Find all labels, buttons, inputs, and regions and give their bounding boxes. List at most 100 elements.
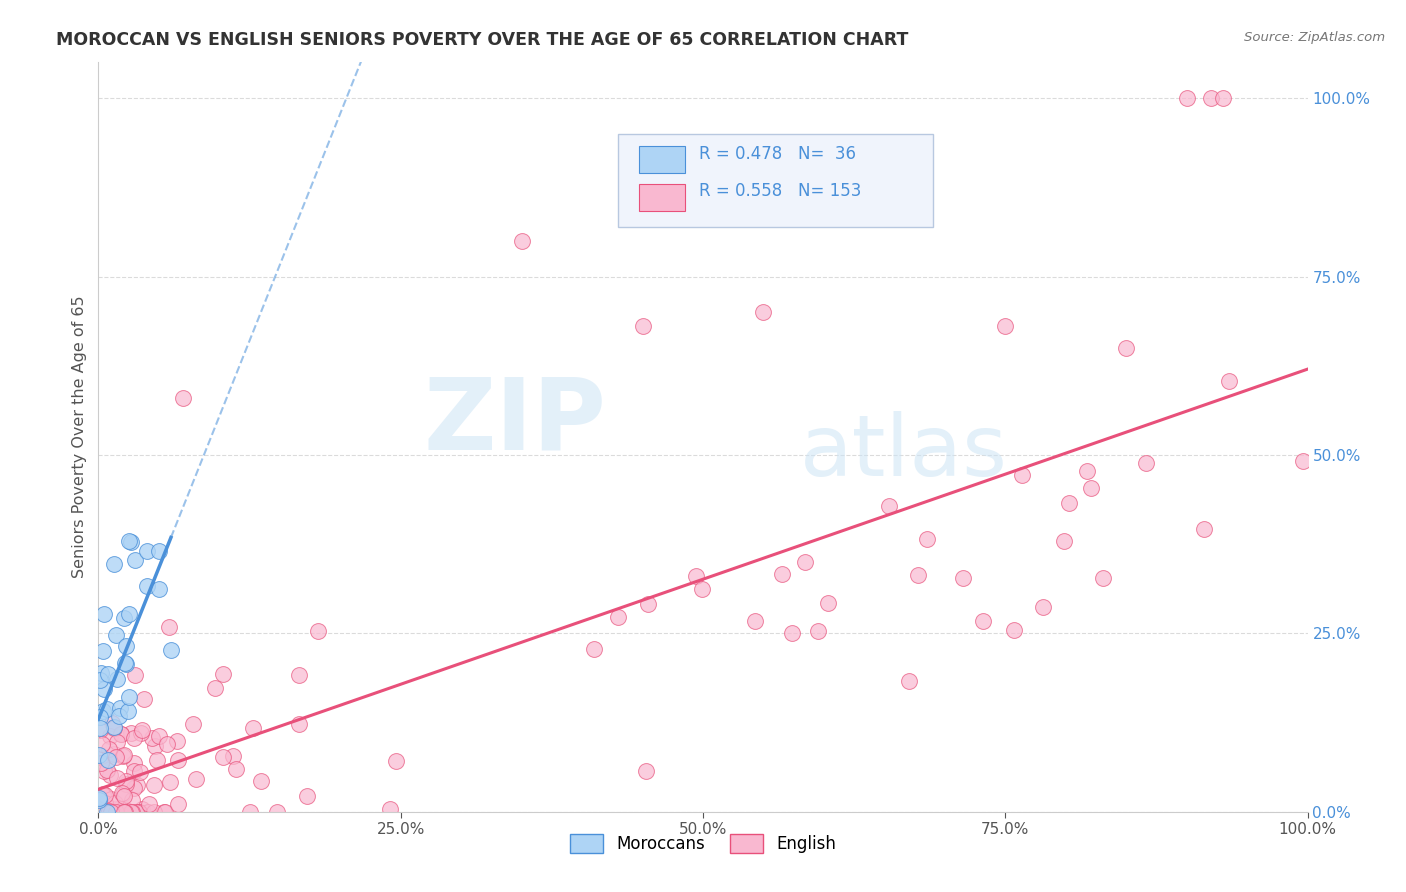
Point [114, 640, 136, 654]
Point [90, 666, 112, 681]
Point [97, 666, 120, 681]
Point [108, 708, 131, 723]
Point [153, 805, 176, 819]
Point [93, 764, 115, 778]
Point [752, 305, 775, 319]
Point [782, 625, 804, 640]
Point [606, 610, 628, 624]
Text: MOROCCAN VS ENGLISH SENIORS POVERTY OVER THE AGE OF 65 CORRELATION CHART: MOROCCAN VS ENGLISH SENIORS POVERTY OVER… [56, 31, 908, 49]
Point [166, 797, 188, 811]
Point [211, 750, 233, 764]
Point [127, 805, 149, 819]
Point [636, 764, 658, 778]
Point [110, 727, 132, 741]
Point [1011, 468, 1033, 483]
Point [148, 729, 170, 743]
Point [266, 805, 288, 819]
Point [204, 681, 226, 695]
Point [250, 773, 273, 788]
Point [685, 568, 707, 582]
Point [104, 627, 127, 641]
Point [117, 805, 139, 819]
Point [89, 710, 111, 724]
Point [134, 692, 156, 706]
Point [91, 704, 114, 718]
FancyBboxPatch shape [638, 146, 685, 173]
Point [637, 597, 659, 611]
Point [690, 582, 713, 597]
Point [89, 673, 111, 687]
Point [101, 715, 124, 730]
Point [104, 749, 127, 764]
Point [118, 533, 141, 548]
Point [225, 762, 247, 776]
Point [631, 319, 654, 334]
Point [744, 615, 766, 629]
Text: Source: ZipAtlas.com: Source: ZipAtlas.com [1244, 31, 1385, 45]
Point [103, 802, 125, 816]
Point [121, 805, 143, 819]
Point [157, 620, 180, 634]
Point [110, 700, 132, 714]
Point [103, 805, 125, 819]
Point [184, 772, 207, 786]
Point [166, 733, 188, 747]
Point [129, 726, 152, 740]
Point [111, 805, 134, 819]
Point [96, 702, 118, 716]
Point [952, 571, 974, 585]
Point [122, 764, 145, 778]
Point [111, 748, 134, 763]
Point [96, 805, 118, 819]
Point [112, 789, 135, 803]
Point [112, 805, 135, 819]
Point [148, 544, 170, 558]
Point [93, 805, 115, 819]
Point [115, 773, 138, 788]
Point [793, 555, 815, 569]
Point [136, 805, 159, 819]
Text: R = 0.478   N=  36: R = 0.478 N= 36 [699, 145, 856, 163]
Point [105, 673, 128, 687]
Point [112, 747, 135, 762]
Point [98, 805, 121, 819]
Point [100, 805, 122, 819]
Point [108, 801, 131, 815]
Point [87, 747, 110, 762]
Point [91, 805, 114, 819]
Point [89, 723, 111, 737]
Point [807, 624, 830, 638]
Point [103, 720, 125, 734]
Point [1199, 91, 1222, 105]
Point [90, 805, 112, 819]
Y-axis label: Seniors Poverty Over the Age of 65: Seniors Poverty Over the Age of 65 [72, 296, 87, 578]
Point [114, 804, 136, 818]
Point [103, 747, 125, 761]
Point [143, 778, 166, 792]
Point [121, 793, 143, 807]
Point [93, 787, 115, 801]
Point [117, 705, 139, 719]
Point [1080, 481, 1102, 495]
Point [98, 805, 121, 819]
Point [87, 792, 110, 806]
Point [100, 805, 122, 819]
Point [142, 805, 165, 819]
Point [143, 739, 166, 753]
Point [1192, 522, 1215, 536]
Point [138, 797, 160, 811]
Point [112, 805, 135, 819]
Point [87, 790, 110, 805]
Point [93, 681, 115, 696]
Point [87, 804, 110, 818]
Point [172, 391, 194, 405]
Point [96, 805, 118, 819]
Point [104, 797, 127, 811]
Point [120, 726, 142, 740]
Point [131, 802, 153, 816]
Point [91, 644, 114, 658]
Point [583, 641, 606, 656]
Point [141, 731, 163, 745]
Point [100, 805, 122, 819]
Point [153, 805, 176, 819]
